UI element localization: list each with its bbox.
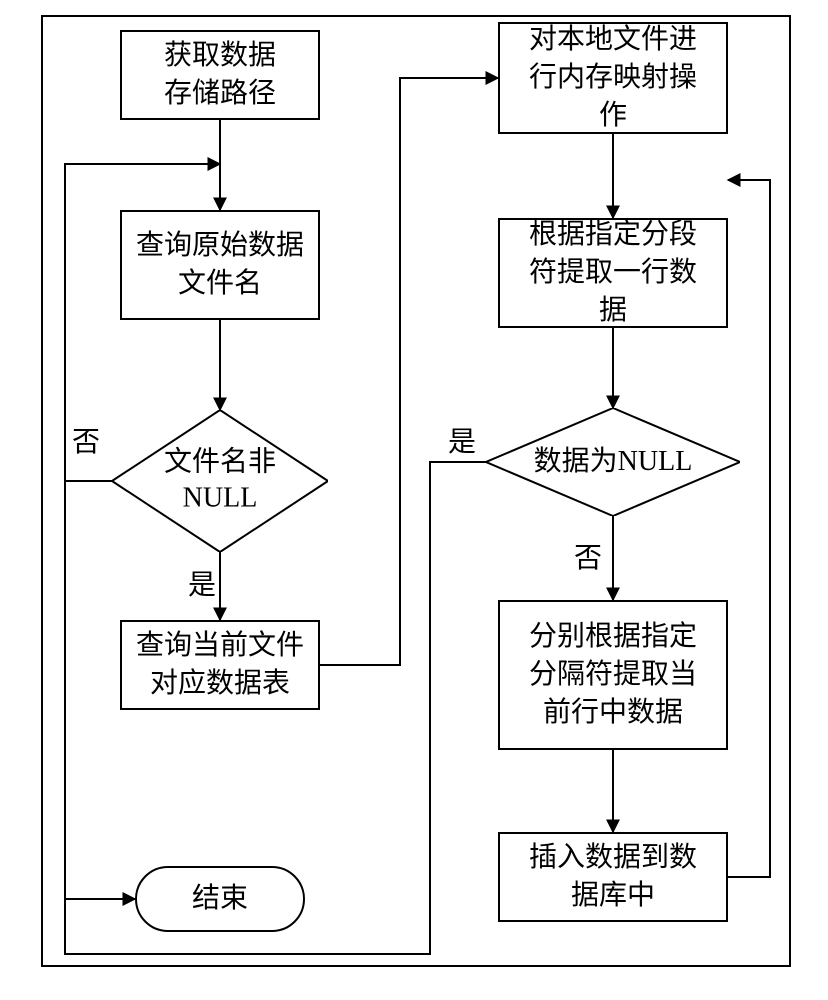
node-query-filename: 查询原始数据文件名: [120, 210, 320, 320]
node-split-fields: 分别根据指定分隔符提取当前行中数据: [498, 600, 728, 750]
node-label: 结束: [192, 880, 248, 918]
edge-label-yes-left: 是: [188, 563, 216, 603]
node-label: 对本地文件进行内存映射操作: [529, 21, 697, 134]
edge-label-no-left: 否: [72, 420, 100, 460]
decision-filename-not-null: 文件名非NULL: [112, 410, 328, 552]
edge-label-yes-right: 是: [448, 420, 476, 460]
decision-label: 数据为NULL: [534, 444, 693, 480]
node-query-table: 查询当前文件对应数据表: [120, 620, 320, 710]
flowchart-canvas: 获取数据存储路径 查询原始数据文件名 查询当前文件对应数据表 结束 对本地文件进…: [0, 0, 828, 1000]
decision-label: 文件名非NULL: [164, 445, 276, 518]
decision-data-is-null: 数据为NULL: [486, 408, 740, 516]
node-label: 查询当前文件对应数据表: [136, 627, 304, 703]
edge-label-no-right: 否: [574, 536, 602, 576]
node-label: 查询原始数据文件名: [136, 227, 304, 303]
node-insert-db: 插入数据到数据库中: [498, 832, 728, 922]
node-end: 结束: [135, 866, 305, 932]
node-get-storage-path: 获取数据存储路径: [120, 30, 320, 120]
node-label: 获取数据存储路径: [164, 37, 276, 113]
node-label: 分别根据指定分隔符提取当前行中数据: [529, 618, 697, 731]
node-memory-map: 对本地文件进行内存映射操作: [498, 22, 728, 134]
node-label: 插入数据到数据库中: [529, 839, 697, 915]
node-extract-row: 根据指定分段符提取一行数据: [498, 218, 728, 328]
node-label: 根据指定分段符提取一行数据: [529, 216, 697, 329]
